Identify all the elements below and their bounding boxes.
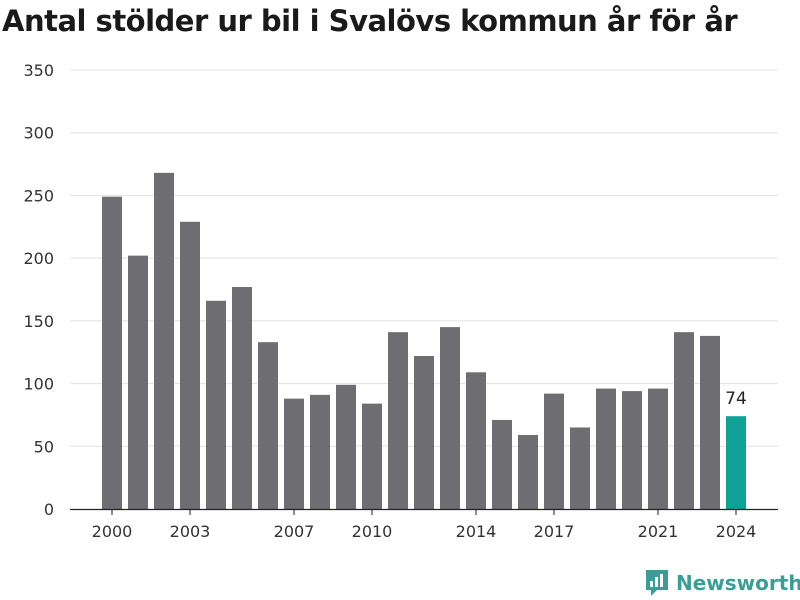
y-tick-label: 300 <box>23 124 54 143</box>
bar-2024 <box>726 416 746 509</box>
bar-2021 <box>648 388 668 509</box>
bar-2022 <box>674 332 694 509</box>
bar-2003 <box>180 221 200 510</box>
data-label: 74 <box>725 389 747 409</box>
bar-2006 <box>258 342 278 509</box>
bar-2000 <box>102 196 122 509</box>
chart-title: Antal stölder ur bil i Svalövs kommun år… <box>2 4 738 38</box>
bar-2013 <box>440 327 460 509</box>
bar-2014 <box>466 372 486 509</box>
y-tick-label: 200 <box>23 249 54 268</box>
y-tick-label: 350 <box>23 61 54 80</box>
brand-name: Newsworthy <box>676 571 800 595</box>
bar-2011 <box>388 332 408 509</box>
bar-2009 <box>336 384 356 509</box>
y-tick-label: 250 <box>23 186 54 205</box>
y-tick-label: 0 <box>44 500 54 519</box>
bar-2008 <box>310 394 330 509</box>
bar-2001 <box>128 255 148 509</box>
newsworthy-logo-icon <box>646 570 668 596</box>
bar-2016 <box>518 434 538 509</box>
bar-2012 <box>414 355 434 509</box>
bar-2002 <box>154 172 174 509</box>
bar-2023 <box>700 335 720 509</box>
bar-2020 <box>622 391 642 509</box>
x-tick-label: 2007 <box>274 522 315 541</box>
bar-2005 <box>232 286 252 509</box>
bar-2007 <box>284 398 304 509</box>
x-tick-label: 2000 <box>92 522 133 541</box>
bar-2015 <box>492 419 512 509</box>
x-tick-label: 2024 <box>716 522 757 541</box>
y-axis-ticks: 0 50 100 150 200 250 300 350 <box>23 61 54 519</box>
x-tick-label: 2010 <box>352 522 393 541</box>
x-tick-label: 2003 <box>170 522 211 541</box>
bar-2010 <box>362 403 382 509</box>
brand-logo: Newsworthy <box>644 568 800 598</box>
bar-2019 <box>596 388 616 509</box>
x-tick-label: 2014 <box>456 522 497 541</box>
y-tick-label: 100 <box>23 375 54 394</box>
bar-2004 <box>206 300 226 509</box>
y-tick-label: 150 <box>23 312 54 331</box>
x-tick-label: 2017 <box>534 522 575 541</box>
bar-2018 <box>570 427 590 509</box>
x-axis-ticks: 2000 2003 2007 2010 2014 2017 2021 2024 <box>92 509 757 541</box>
x-tick-label: 2021 <box>638 522 679 541</box>
y-tick-label: 50 <box>34 437 54 456</box>
bars <box>102 172 746 510</box>
data-labels: 74 <box>725 389 747 409</box>
bar-2017 <box>544 393 564 509</box>
